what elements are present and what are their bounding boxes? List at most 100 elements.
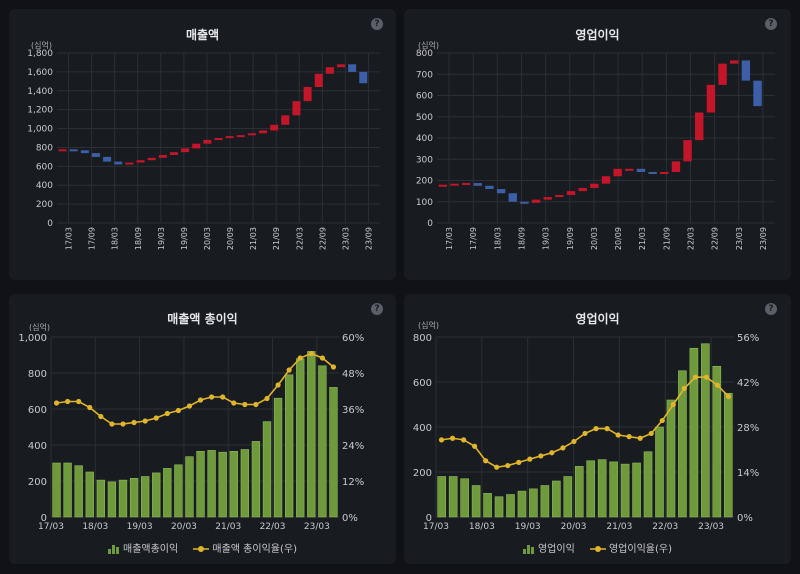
y-tick-label: 200 <box>28 477 47 488</box>
waterfall-bar <box>270 124 279 131</box>
chart-title: 매출액 <box>185 28 220 42</box>
y-tick-label: 600 <box>416 92 433 102</box>
y-tick-label: 200 <box>36 200 53 210</box>
line-point <box>53 400 60 406</box>
waterfall-bar <box>450 183 459 186</box>
bar <box>620 463 630 518</box>
x-tick-label: 23/03 <box>698 522 724 532</box>
line-point <box>76 398 82 405</box>
bar <box>529 488 538 518</box>
x-tick-label: 19/09 <box>566 227 575 250</box>
waterfall-bar <box>485 185 494 189</box>
bar-legend-icon <box>522 545 534 554</box>
waterfall-bar <box>203 139 212 144</box>
help-icon[interactable]: ? <box>765 303 777 315</box>
line-point <box>494 464 500 470</box>
waterfall-bar <box>741 60 751 81</box>
bar <box>296 358 305 518</box>
y-tick-label: 400 <box>36 181 53 191</box>
waterfall-bar <box>348 64 357 72</box>
line-point <box>681 385 687 392</box>
x-tick-label: 18/03 <box>469 522 495 532</box>
x-tick-label: 19/03 <box>515 522 541 532</box>
bar <box>437 476 447 518</box>
legend-item-line[interactable]: 영업이익율(우) <box>589 540 672 555</box>
line-point <box>692 374 698 380</box>
legend-label: 영업이익 <box>537 544 575 555</box>
x-tick-label: 22/03 <box>652 522 678 532</box>
gross-panel: 매출액 총이익 ? (십억) 0 200 400 600 800 1,000 0% 12% 24… <box>9 294 396 564</box>
waterfall-bar <box>214 138 223 140</box>
legend-item-line[interactable]: 매출액 총이익율(우) <box>193 540 297 555</box>
line-point <box>549 450 555 456</box>
line-point <box>516 459 522 465</box>
y-tick-label: 200 <box>413 468 432 479</box>
help-icon[interactable]: ? <box>371 303 383 315</box>
gross-chart: 0 200 400 600 800 1,000 0% 12% 24% 36% 48% 60% 17/03… <box>18 333 364 532</box>
waterfall-bar <box>473 183 482 186</box>
waterfall-bar <box>292 101 301 116</box>
help-icon[interactable]: ? <box>371 18 383 30</box>
waterfall-bar <box>531 199 541 203</box>
x-tick-label: 17/03 <box>445 227 454 250</box>
line-point <box>330 364 337 370</box>
unit-label: (십억) <box>31 41 52 50</box>
line-point <box>142 418 148 424</box>
bar <box>218 451 227 518</box>
waterfall-bar <box>578 187 587 192</box>
legend-item-bars[interactable]: 매출액총이익 <box>108 540 178 555</box>
y-tick-label: 300 <box>416 155 433 165</box>
line-point <box>714 382 721 388</box>
waterfall-bar <box>520 201 529 204</box>
legend-label: 매출액총이익 <box>123 544 179 555</box>
line-point <box>209 394 215 400</box>
waterfall-bar <box>125 162 134 165</box>
line-point <box>460 437 467 443</box>
waterfall-bar <box>259 130 268 134</box>
waterfall-bar <box>601 176 611 184</box>
y-tick-label: 1,600 <box>27 68 53 78</box>
bar <box>586 460 596 518</box>
bar <box>85 471 94 518</box>
help-icon[interactable]: ? <box>765 18 777 30</box>
revenue-panel: 매출액 ? (십억) 0 200 400 600 800 1,000 1,200 1,400 1… <box>9 9 396 280</box>
y2-tick-label: 12% <box>342 477 364 488</box>
legend-item-bars[interactable]: 영업이익 <box>522 540 575 555</box>
waterfall-bar <box>158 155 167 158</box>
x-tick-label: 20/09 <box>614 227 623 250</box>
y-tick-label: 800 <box>416 49 433 59</box>
line-point <box>449 435 456 441</box>
y-tick-label: 800 <box>413 333 432 344</box>
line-point <box>231 400 237 406</box>
unit-label: (십억) <box>418 321 439 330</box>
y-tick-label: 600 <box>28 405 47 416</box>
waterfall-bar <box>730 60 739 64</box>
waterfall-bar <box>69 149 78 152</box>
waterfall-bar <box>508 193 517 202</box>
line-point <box>571 438 577 445</box>
x-tick-label: 19/03 <box>542 227 551 250</box>
waterfall-bar <box>303 87 312 102</box>
x-tick-label: 17/03 <box>38 522 64 532</box>
line-point <box>604 426 610 432</box>
bar <box>666 399 676 518</box>
bar <box>118 479 128 518</box>
y-tick-label: 400 <box>413 423 432 434</box>
x-tick-label: 20/03 <box>561 522 587 532</box>
waterfall-bar <box>695 112 704 141</box>
waterfall-bar <box>80 150 89 154</box>
y-tick-label: 100 <box>416 198 433 208</box>
line-point <box>626 434 632 440</box>
waterfall-bar <box>192 143 201 149</box>
x-tick-label: 23/09 <box>759 227 768 250</box>
waterfall-bar <box>103 156 112 162</box>
y2-tick-label: 0% <box>342 513 358 524</box>
waterfall-bar <box>236 135 245 138</box>
y-tick-label: 200 <box>416 177 433 187</box>
x-tick-label: 20/03 <box>171 522 197 532</box>
x-tick-label: 20/09 <box>226 227 235 250</box>
waterfall-bar <box>136 160 145 163</box>
bar <box>152 472 161 518</box>
x-tick-label: 21/03 <box>638 227 647 250</box>
bar <box>563 476 573 518</box>
